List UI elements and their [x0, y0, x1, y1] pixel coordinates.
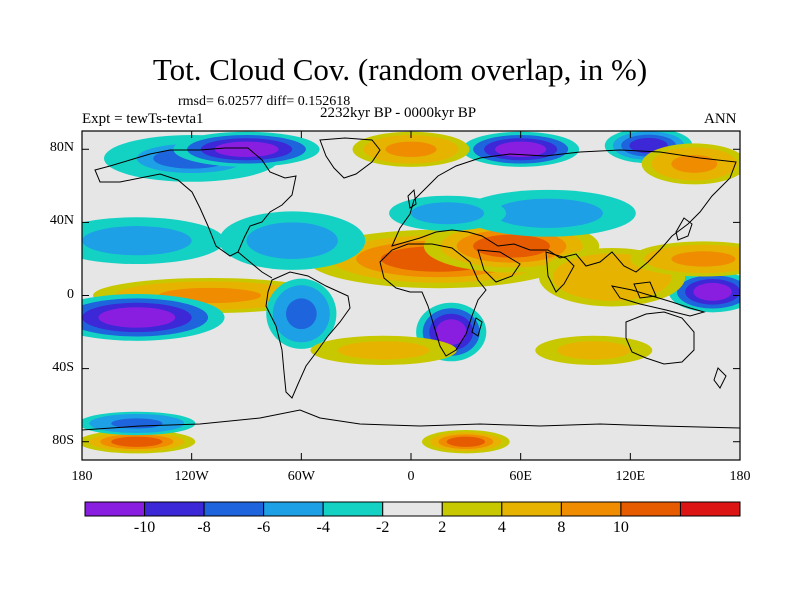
coastline-north-america [94, 147, 297, 257]
colorbar-label: 10 [612, 519, 629, 536]
lon-tick-label: 60W [287, 469, 315, 484]
colorbar-swatch [620, 501, 681, 517]
coastline-india [545, 251, 575, 293]
coastline-indonesia [610, 285, 706, 317]
anomaly-contour [111, 436, 163, 447]
lon-tick-label: 120W [174, 469, 209, 484]
lon-tick-label: 60E [509, 469, 532, 484]
coastline-japan [675, 217, 693, 241]
lon-tick-label: 0 [407, 469, 415, 484]
colorbar-swatch [679, 501, 741, 517]
coastline-madagascar [471, 317, 483, 337]
anomaly-contour [671, 154, 718, 173]
anomaly-contour [495, 141, 547, 157]
period-subtitle: 2232kyr BP - 0000kyr BP [320, 105, 477, 121]
colorbar-swatch [560, 501, 622, 517]
colorbar-swatch [382, 501, 443, 517]
lat-tick-label: 80N [49, 140, 74, 156]
colorbar-label: 8 [557, 519, 566, 536]
anomaly-contour [385, 141, 437, 157]
lon-tick-label: 120E [615, 469, 646, 484]
colorbar-swatch [322, 501, 384, 517]
coastline-africa [379, 243, 487, 357]
lat-tick-label: 40N [49, 213, 74, 229]
anomaly-contour [98, 230, 176, 251]
colorbar-label: -8 [197, 519, 211, 536]
experiment-label: Expt = tewTs-tevta1 [82, 111, 204, 127]
coastline-borneo [633, 281, 657, 299]
anomaly-contour [580, 264, 645, 291]
anomaly-contour [568, 343, 620, 357]
anomaly-contour [693, 282, 732, 301]
colorbar-swatch [203, 501, 265, 517]
stats-label: rmsd= 6.02577 diff= 0.152618 [178, 94, 351, 109]
colorbar-label: -2 [376, 519, 390, 536]
colorbar-swatch [501, 501, 562, 517]
anomaly-field [82, 131, 740, 454]
lat-tick-label: 40S [52, 359, 74, 375]
colorbar-label: -10 [133, 519, 156, 536]
season-label: ANN [704, 111, 737, 127]
anomaly-contour [435, 319, 467, 345]
colorbar-label: 2 [438, 519, 447, 536]
anomaly-contour [473, 234, 550, 258]
anomaly-contour [351, 343, 416, 357]
coastline-antarctica [82, 409, 740, 431]
coastline-new-zealand [713, 367, 727, 389]
coastline-australia [625, 311, 695, 365]
lon-tick-label: 180 [729, 469, 751, 484]
coastline-britain [407, 188, 417, 209]
anomaly-contour [285, 298, 317, 330]
coastline-eurasia [391, 149, 737, 273]
coastline-arabia [477, 249, 521, 283]
coastline-greenland [319, 137, 381, 179]
lon-tick-label: 180 [71, 469, 93, 484]
colorbar-label: 4 [497, 519, 506, 536]
anomaly-contour [671, 251, 736, 267]
colorbar-swatch [144, 501, 205, 517]
colorbar-label: -4 [316, 519, 330, 536]
colorbar-swatch [441, 501, 503, 517]
anomaly-contour [509, 203, 587, 224]
lat-tick-label: 80S [52, 432, 74, 448]
anomaly-contour [98, 307, 176, 328]
lat-tick-label: 0 [67, 286, 74, 302]
anomaly-contour [260, 227, 325, 254]
colorbar-swatch [84, 501, 146, 517]
coastline-south-america [265, 271, 351, 399]
map-title: Tot. Cloud Cov. (random overlap, in %) [152, 52, 648, 87]
colorbar-label: -6 [256, 519, 271, 536]
anomaly-contour [446, 436, 486, 447]
anomaly-contour [214, 141, 279, 157]
axis-ticks [81, 131, 741, 460]
coastline-central-america [237, 251, 273, 279]
anomaly-contour [421, 205, 474, 221]
colorbar-swatch [263, 501, 324, 517]
coastlines [82, 137, 740, 431]
